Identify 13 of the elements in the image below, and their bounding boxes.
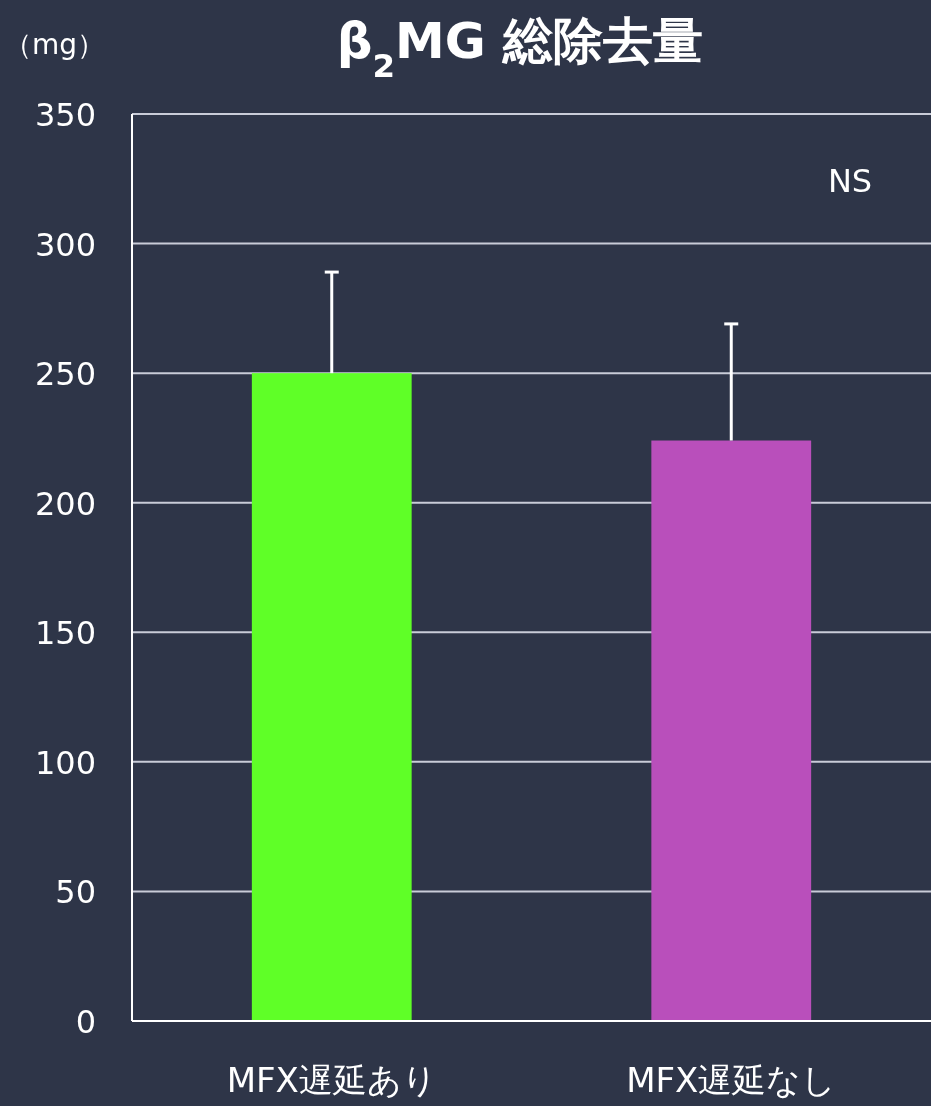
chart-title: β$_{2}$MG 総除去量 [336,12,704,85]
y-tick-label: 250 [34,355,96,394]
y-tick-label: 300 [34,225,96,264]
y-tick-label: 350 [34,96,96,134]
y-tick-label: 100 [34,743,96,782]
y-tick-label: 50 [55,873,96,912]
y-tick-label: 200 [34,484,96,523]
annotation: NS [827,162,873,200]
x-tick-label: MFX遅延なし [626,1060,837,1100]
y-tick-label: 150 [34,614,96,653]
y-tick-label: 0 [75,1003,96,1041]
y-axis-title: （mg） [4,28,106,61]
x-tick-label: MFX遅延あり [226,1060,437,1100]
